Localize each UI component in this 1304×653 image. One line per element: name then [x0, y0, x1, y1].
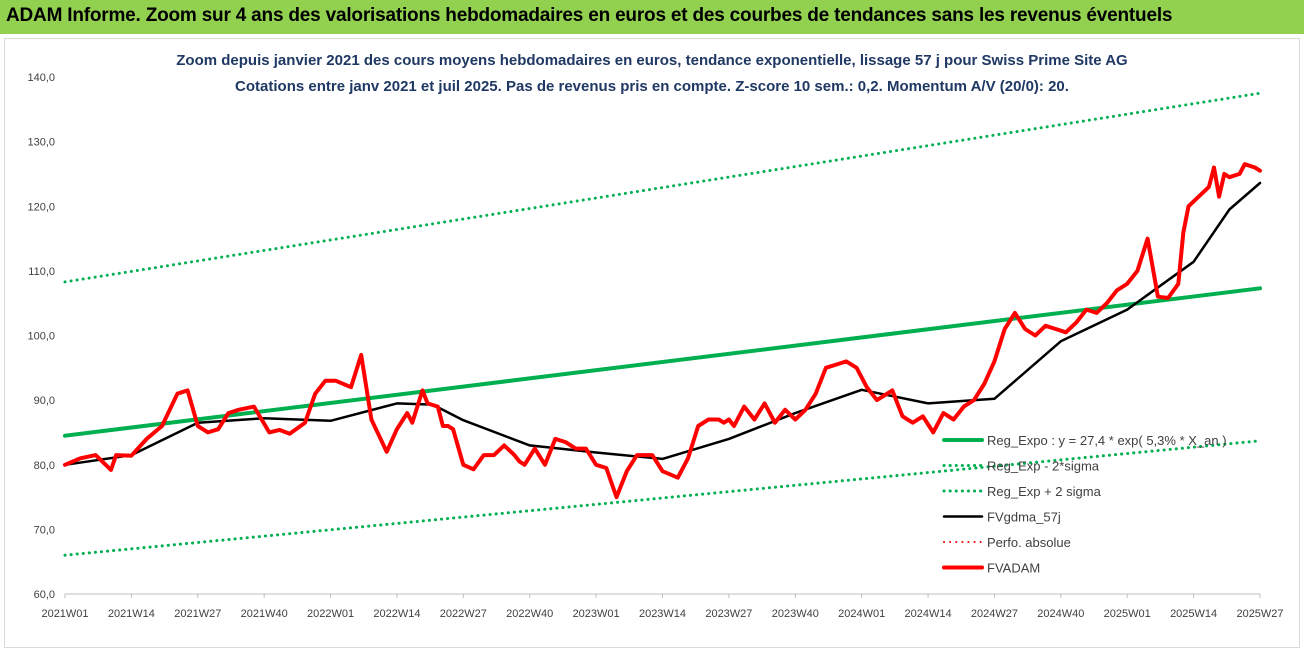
series-line-3: [63, 181, 1262, 467]
x-tick-label: 2024W14: [905, 608, 952, 620]
y-tick-label: 140,0: [27, 72, 55, 84]
axes: 60,0 70,0 80,0 90,0 100,0 110,0 120,0 130,0 140,…: [27, 72, 1283, 620]
legend-label: Reg_Expo : y = 27,4 * exp( 5,3% * X_an ): [987, 433, 1227, 448]
legend-label: Reg_Exp - 2*sigma: [987, 459, 1100, 474]
x-tick-label: 2022W40: [506, 608, 553, 620]
x-tick-label: 2024W27: [971, 608, 1018, 620]
x-tick-label: 2025W27: [1236, 608, 1283, 620]
legend: Reg_Expo : y = 27,4 * exp( 5,3% * X_an )…: [942, 433, 1227, 576]
y-tick-label: 130,0: [27, 137, 55, 149]
chart-title: Zoom depuis janvier 2021 des cours moyen…: [176, 52, 1128, 69]
x-tick-label: 2022W14: [373, 608, 420, 620]
x-tick-label: 2025W01: [1104, 608, 1151, 620]
y-tick-label: 90,0: [34, 395, 55, 407]
x-tick-label: 2023W01: [573, 608, 620, 620]
series-line-1: [63, 439, 1262, 557]
series-lines: [63, 91, 1262, 557]
legend-label: Reg_Exp + 2 sigma: [987, 484, 1102, 499]
x-tick-label: 2024W01: [838, 608, 885, 620]
page-title: ADAM Informe. Zoom sur 4 ans des valoris…: [6, 5, 1173, 26]
legend-label: Perfo. absolue: [987, 535, 1071, 550]
x-tick-label: 2024W40: [1037, 608, 1084, 620]
series-line-5: [63, 162, 1262, 500]
chart-area: [4, 38, 1300, 648]
x-tick-label: 2023W27: [705, 608, 752, 620]
legend-label: FVgdma_57j: [987, 510, 1061, 525]
y-tick-label: 60,0: [34, 589, 55, 601]
x-tick-label: 2021W27: [174, 608, 221, 620]
x-tick-label: 2022W27: [440, 608, 487, 620]
y-tick-label: 70,0: [34, 524, 55, 536]
x-tick-label: 2021W01: [41, 608, 88, 620]
series-line-2: [63, 91, 1262, 284]
chart-subtitle: Cotations entre janv 2021 et juil 2025. …: [235, 78, 1069, 95]
x-tick-label: 2022W01: [307, 608, 354, 620]
header-bar: ADAM Informe. Zoom sur 4 ans des valoris…: [0, 0, 1304, 34]
y-tick-label: 120,0: [27, 201, 55, 213]
y-tick-label: 80,0: [34, 460, 55, 472]
x-tick-label: 2023W40: [772, 608, 819, 620]
x-tick-label: 2021W14: [108, 608, 155, 620]
y-tick-label: 110,0: [28, 266, 55, 278]
series-line-0: [63, 286, 1262, 438]
x-tick-label: 2025W14: [1170, 608, 1217, 620]
x-tick-label: 2021W40: [241, 608, 288, 620]
x-tick-label: 2023W14: [639, 608, 686, 620]
legend-label: FVADAM: [987, 561, 1040, 576]
y-tick-label: 100,0: [27, 331, 55, 343]
